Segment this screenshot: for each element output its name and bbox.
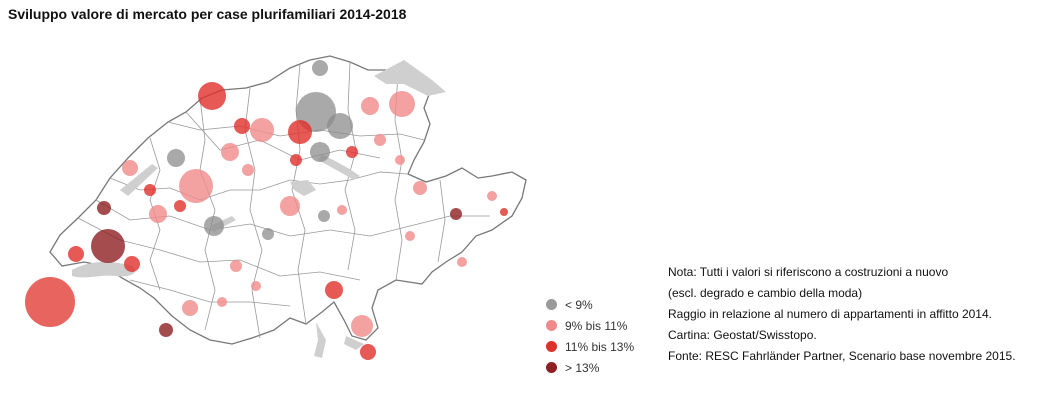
lake-constance: [374, 60, 446, 96]
bubble: [389, 91, 415, 117]
bubble: [395, 155, 405, 165]
bubble: [144, 184, 156, 196]
lake-maggiore: [314, 322, 326, 358]
bubble: [337, 205, 347, 215]
bubble: [351, 315, 373, 337]
bubble: [325, 281, 343, 299]
bubble: [405, 231, 415, 241]
switzerland-map: [25, 55, 527, 360]
bubble: [91, 229, 125, 263]
notes-block: Nota: Tutti i valori si riferiscono a co…: [668, 262, 1016, 367]
note-line: (escl. degrado e cambio della moda): [668, 286, 863, 300]
lake-lugano: [344, 336, 364, 350]
bubble: [374, 134, 386, 146]
bubble: [487, 191, 497, 201]
bubble: [204, 216, 224, 236]
bubble: [327, 113, 353, 139]
bubble: [251, 281, 261, 291]
bubble: [122, 160, 138, 176]
bubble: [242, 164, 254, 176]
bubble: [457, 257, 467, 267]
bubble: [198, 82, 226, 110]
bubble: [97, 201, 111, 215]
legend-item-lt9: < 9%: [546, 294, 634, 315]
bubble: [167, 149, 185, 167]
map-title: Sviluppo valore di mercato per case plur…: [8, 6, 407, 22]
legend-swatch: [546, 320, 557, 331]
bubble: [217, 297, 227, 307]
legend: < 9% 9% bis 11% 11% bis 13% > 13%: [546, 294, 634, 378]
note-line: Cartina: Geostat/Swisstopo.: [668, 328, 817, 342]
legend-label: 11% bis 13%: [565, 339, 635, 354]
bubble: [346, 146, 358, 158]
bubble: [159, 323, 173, 337]
bubble: [174, 200, 186, 212]
legend-swatch: [546, 341, 557, 352]
legend-label: > 13%: [565, 360, 600, 375]
bubble: [68, 246, 84, 262]
bubble: [288, 120, 312, 144]
bubble: [413, 181, 427, 195]
lake-lucerne: [290, 180, 316, 196]
legend-swatch: [546, 362, 557, 373]
bubble: [312, 60, 328, 76]
bubble: [234, 118, 250, 134]
bubble: [318, 210, 330, 222]
bubble: [250, 118, 274, 142]
lake-zurich: [318, 154, 360, 180]
bubble: [221, 143, 239, 161]
bubble: [500, 208, 508, 216]
legend-item-11-13: 11% bis 13%: [546, 336, 634, 357]
legend-label: 9% bis 11%: [565, 318, 628, 333]
lake-neuchatel: [120, 164, 158, 196]
bubble: [262, 228, 274, 240]
market-value-bubbles: [25, 60, 508, 360]
legend-label: < 9%: [565, 297, 593, 312]
legend-item-9-11: 9% bis 11%: [546, 315, 634, 336]
bubble: [290, 154, 302, 166]
lake-geneva: [72, 261, 136, 278]
district-boundaries: [77, 61, 490, 339]
bubble: [179, 169, 213, 203]
bubble: [280, 196, 300, 216]
bubble: [25, 277, 75, 327]
bubble: [450, 208, 462, 220]
legend-swatch: [546, 299, 557, 310]
bubble: [149, 205, 167, 223]
bubble: [360, 344, 376, 360]
legend-item-gt13: > 13%: [546, 357, 634, 378]
bubble: [182, 300, 198, 316]
bubble: [124, 256, 140, 272]
note-line: Fonte: RESC Fahrländer Partner, Scenario…: [668, 349, 1016, 363]
bubble: [310, 142, 330, 162]
bubble: [361, 97, 379, 115]
bubble: [230, 260, 242, 272]
note-line: Raggio in relazione al numero di apparta…: [668, 307, 992, 321]
note-line: Nota: Tutti i valori si riferiscono a co…: [668, 265, 949, 279]
